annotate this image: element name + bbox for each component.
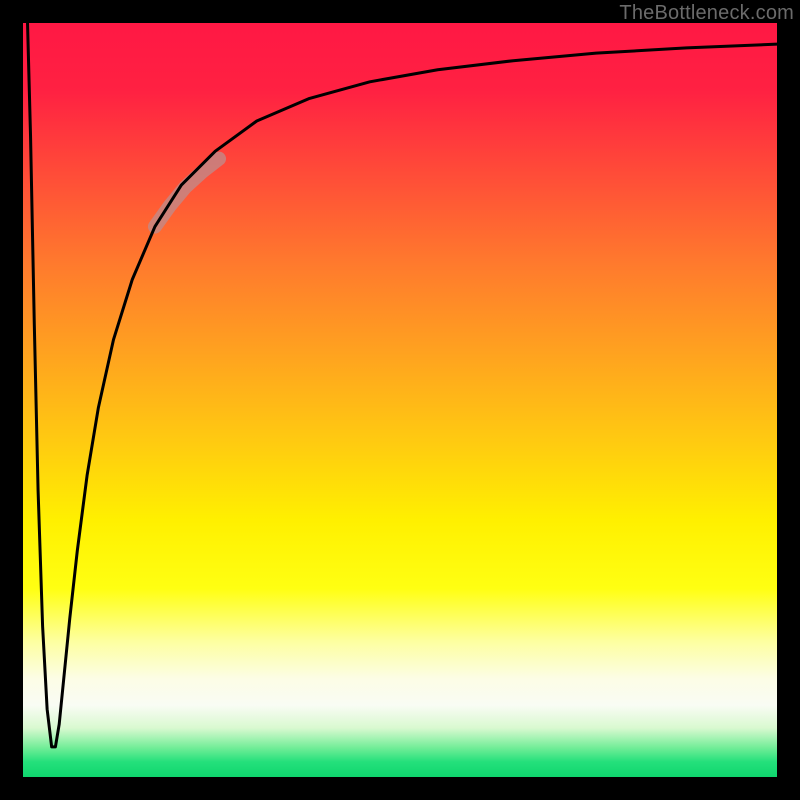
watermark-text: TheBottleneck.com	[619, 2, 794, 25]
gradient-background	[23, 23, 777, 777]
chart-svg	[23, 23, 777, 777]
outer-frame: TheBottleneck.com	[0, 0, 800, 800]
plot-area	[23, 23, 777, 777]
